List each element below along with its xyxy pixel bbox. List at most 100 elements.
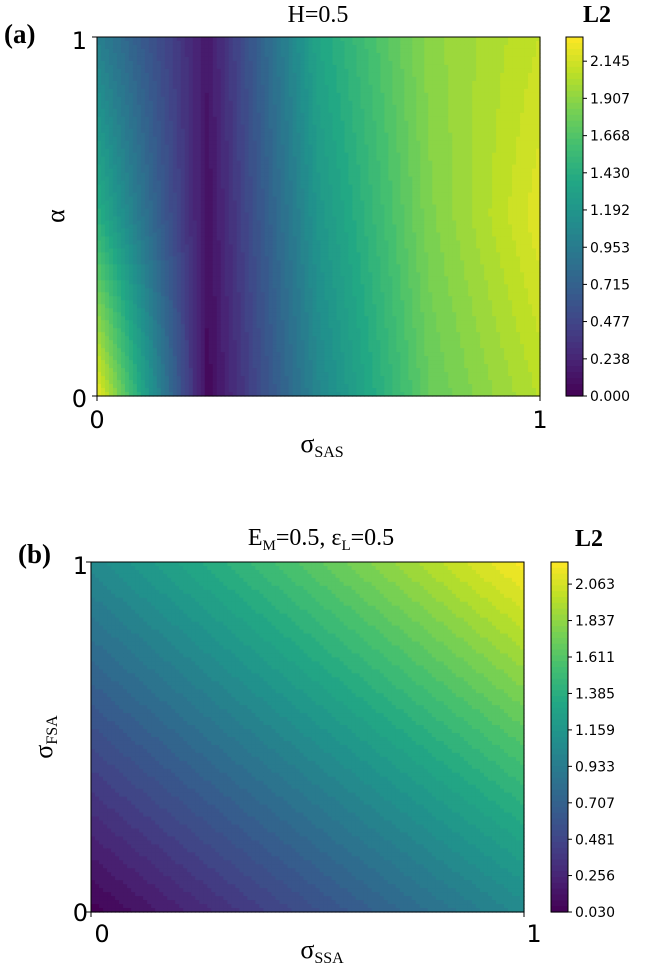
heatmap-cell bbox=[117, 181, 122, 186]
heatmap-cell bbox=[221, 137, 226, 142]
heatmap-cell bbox=[101, 173, 106, 178]
heatmap-cell bbox=[504, 193, 509, 198]
heatmap-cell bbox=[496, 169, 501, 174]
heatmap-cell bbox=[269, 45, 274, 50]
heatmap-cell bbox=[340, 181, 345, 186]
heatmap-cell bbox=[281, 101, 286, 106]
heatmap-cell bbox=[404, 161, 409, 166]
heatmap-cell bbox=[205, 97, 210, 102]
heatmap-cell bbox=[233, 65, 238, 70]
heatmap-cell bbox=[404, 97, 409, 102]
heatmap-cell bbox=[448, 125, 453, 130]
heatmap-cell bbox=[520, 157, 525, 162]
heatmap-cell bbox=[480, 213, 485, 218]
heatmap-cell bbox=[344, 113, 349, 118]
heatmap-cell bbox=[360, 89, 365, 94]
heatmap-cell bbox=[173, 105, 178, 110]
heatmap-cell bbox=[253, 185, 258, 190]
heatmap-cell bbox=[321, 85, 326, 90]
heatmap-cell bbox=[205, 45, 210, 50]
heatmap-cell bbox=[424, 133, 429, 138]
heatmap-cell bbox=[324, 37, 329, 42]
heatmap-cell bbox=[249, 69, 254, 74]
heatmap-cell bbox=[189, 73, 194, 78]
heatmap-cell bbox=[205, 125, 210, 130]
heatmap-cell bbox=[360, 49, 365, 54]
heatmap-cell bbox=[380, 37, 385, 42]
heatmap-cell bbox=[113, 73, 118, 78]
heatmap-cell bbox=[352, 125, 357, 130]
heatmap-cell bbox=[528, 137, 533, 142]
heatmap-cell bbox=[360, 73, 365, 78]
heatmap-cell bbox=[488, 149, 493, 154]
heatmap-cell bbox=[265, 117, 270, 122]
heatmap-cell bbox=[352, 117, 357, 122]
heatmap-cell bbox=[117, 201, 122, 206]
heatmap-cell bbox=[388, 125, 393, 130]
heatmap-cell bbox=[508, 105, 513, 110]
heatmap-cell bbox=[360, 157, 365, 162]
heatmap-cell bbox=[245, 109, 250, 114]
heatmap-cell bbox=[121, 177, 126, 182]
heatmap-cell bbox=[193, 125, 198, 130]
heatmap-cell bbox=[368, 69, 373, 74]
heatmap-cell bbox=[388, 45, 393, 50]
heatmap-cell bbox=[468, 149, 473, 154]
heatmap-cell bbox=[301, 165, 306, 170]
heatmap-cell bbox=[408, 173, 413, 178]
heatmap-cell bbox=[129, 121, 134, 126]
heatmap-cell bbox=[476, 117, 481, 122]
heatmap-cell bbox=[113, 141, 118, 146]
heatmap-cell bbox=[492, 69, 497, 74]
heatmap-cell bbox=[321, 133, 326, 138]
heatmap-cell bbox=[468, 53, 473, 58]
heatmap-cell bbox=[376, 209, 381, 214]
heatmap-cell bbox=[436, 57, 441, 62]
heatmap-cell bbox=[464, 169, 469, 174]
heatmap-cell bbox=[392, 145, 397, 150]
heatmap-cell bbox=[157, 161, 162, 166]
heatmap-cell bbox=[217, 65, 222, 70]
heatmap-cell bbox=[392, 53, 397, 58]
heatmap-cell bbox=[488, 157, 493, 162]
heatmap-cell bbox=[113, 57, 118, 62]
heatmap-cell bbox=[440, 53, 445, 58]
heatmap-cell bbox=[181, 117, 186, 122]
heatmap-cell bbox=[289, 145, 294, 150]
heatmap-cell bbox=[197, 69, 202, 74]
heatmap-cell bbox=[121, 89, 126, 94]
heatmap-cell bbox=[141, 45, 146, 50]
heatmap-cell bbox=[360, 197, 365, 202]
heatmap-cell bbox=[376, 49, 381, 54]
heatmap-cell bbox=[257, 117, 262, 122]
heatmap-cell bbox=[480, 193, 485, 198]
heatmap-cell bbox=[396, 169, 401, 174]
heatmap-cell bbox=[305, 109, 310, 114]
heatmap-cell bbox=[332, 49, 337, 54]
heatmap-cell bbox=[177, 85, 182, 90]
heatmap-cell bbox=[328, 81, 333, 86]
heatmap-cell bbox=[456, 185, 461, 190]
heatmap-cell bbox=[356, 177, 361, 182]
heatmap-cell bbox=[105, 41, 110, 46]
heatmap-cell bbox=[484, 149, 489, 154]
heatmap-cell bbox=[480, 65, 485, 70]
heatmap-cell bbox=[368, 177, 373, 182]
heatmap-cell bbox=[293, 81, 298, 86]
heatmap-cell bbox=[305, 133, 310, 138]
heatmap-cell bbox=[273, 193, 278, 198]
heatmap-cell bbox=[504, 133, 509, 138]
heatmap-cell bbox=[520, 53, 525, 58]
heatmap-cell bbox=[416, 137, 421, 142]
heatmap-cell bbox=[285, 213, 290, 218]
heatmap-cell bbox=[225, 209, 230, 214]
heatmap-cell bbox=[297, 133, 302, 138]
heatmap-cell bbox=[217, 165, 222, 170]
heatmap-cell bbox=[492, 137, 497, 142]
heatmap-cell bbox=[512, 37, 517, 42]
heatmap-cell bbox=[512, 53, 517, 58]
heatmap-cell bbox=[392, 45, 397, 50]
heatmap-cell bbox=[97, 57, 102, 62]
heatmap-cell bbox=[504, 125, 509, 130]
